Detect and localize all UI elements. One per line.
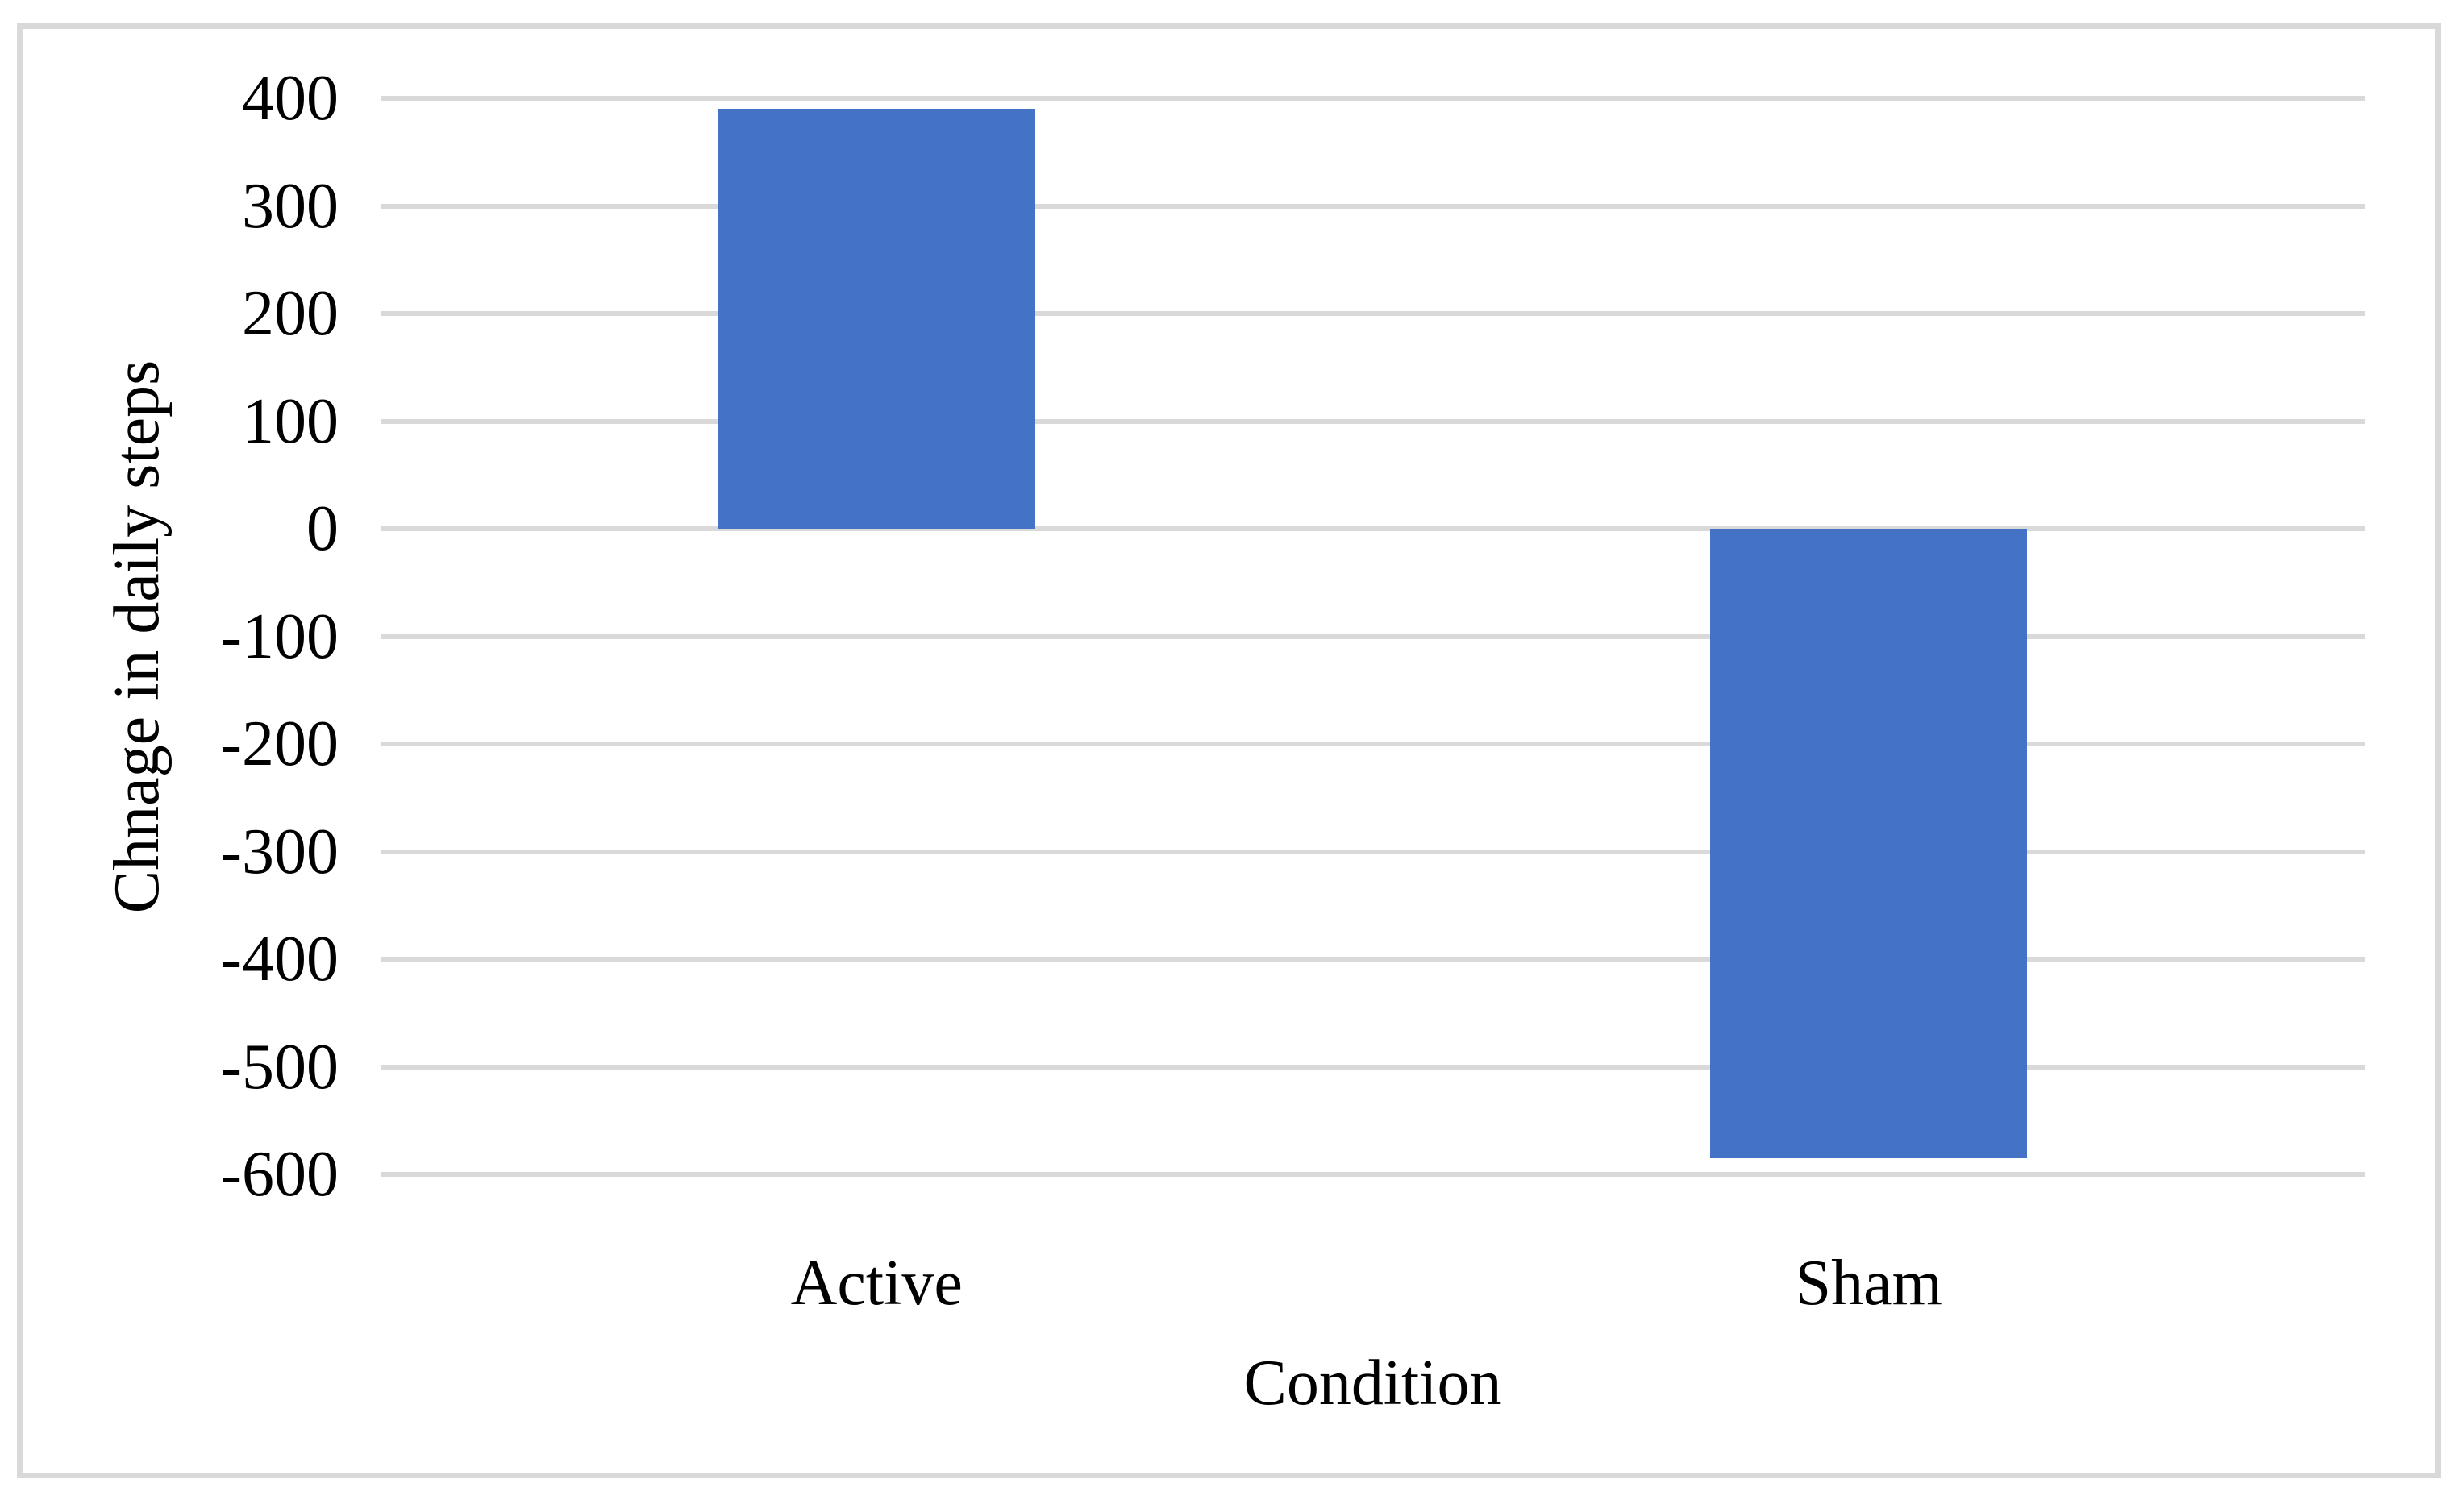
plot-area: [381, 96, 2365, 1177]
gridline--500: [381, 1064, 2365, 1070]
category-label-active: Active: [790, 1248, 963, 1319]
y-tick-label-300: 300: [242, 170, 339, 242]
y-tick-label-200: 200: [242, 278, 339, 349]
gridline--200: [381, 742, 2365, 746]
gridline-300: [381, 203, 2365, 209]
y-tick-label--200: -200: [220, 708, 339, 779]
x-axis-title: Condition: [1243, 1348, 1502, 1419]
y-tick-label--500: -500: [220, 1031, 339, 1103]
y-tick-label--300: -300: [220, 816, 339, 887]
y-tick-label-0: 0: [306, 493, 339, 564]
gridline-400: [381, 96, 2365, 101]
y-tick-label--100: -100: [220, 600, 339, 672]
gridline--400: [381, 957, 2365, 962]
bar-sham: [1710, 529, 2028, 1158]
y-tick-label--600: -600: [220, 1139, 339, 1210]
x-axis-category-labels: Active Sham: [381, 1248, 2365, 1328]
y-tick-label-100: 100: [242, 385, 339, 457]
gridline--600: [381, 1172, 2365, 1177]
category-label-sham: Sham: [1795, 1248, 1942, 1319]
gridline-200: [381, 311, 2365, 316]
y-tick-label--400: -400: [220, 924, 339, 995]
gridline-0: [381, 526, 2365, 531]
bar-active: [718, 109, 1035, 529]
y-axis-tick-labels: 400 300 200 100 0 -100 -200 -300 -400 -500 -600: [0, 0, 339, 1500]
gridline--100: [381, 634, 2365, 639]
gridline-100: [381, 418, 2365, 424]
gridline--300: [381, 849, 2365, 854]
y-tick-label-400: 400: [242, 63, 339, 134]
